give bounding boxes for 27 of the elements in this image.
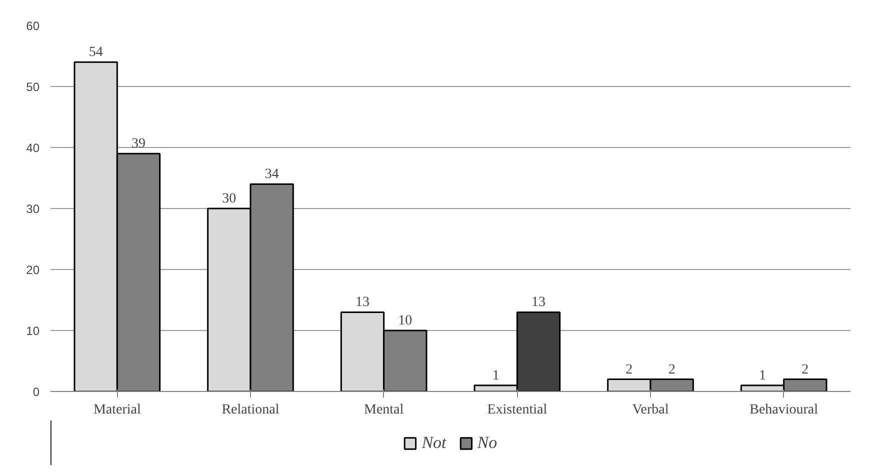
legend-label: No (477, 432, 498, 452)
data-label: 30 (222, 192, 236, 206)
data-label: 13 (532, 295, 546, 310)
data-label: 2 (668, 362, 676, 378)
y-tick-label: 20 (26, 263, 40, 277)
y-tick-label: 30 (26, 202, 40, 216)
y-tick-label: 10 (26, 324, 40, 338)
data-label: 1 (759, 368, 766, 384)
data-label: 2 (626, 362, 633, 378)
y-tick-label: 50 (26, 80, 40, 94)
data-label: 39 (132, 136, 146, 152)
data-label: 10 (398, 314, 412, 328)
x-tick-label: Mental (364, 402, 404, 418)
legend-label: Not (422, 432, 446, 452)
x-tick-label: Existential (487, 402, 548, 418)
data-label: 34 (264, 167, 279, 182)
x-tick-label: Material (93, 402, 141, 418)
data-label: 1 (492, 368, 500, 384)
data-label: 13 (356, 295, 370, 310)
data-label: 54 (88, 45, 103, 60)
x-tick-label: Verbal (632, 402, 669, 418)
y-tick-label: 60 (26, 19, 40, 33)
y-tick-label: 40 (26, 141, 40, 155)
data-label: 2 (802, 362, 809, 378)
x-tick-label: Relational (222, 402, 280, 418)
y-tick-label: 0 (32, 385, 40, 399)
x-tick-label: Behavioural (750, 402, 818, 418)
